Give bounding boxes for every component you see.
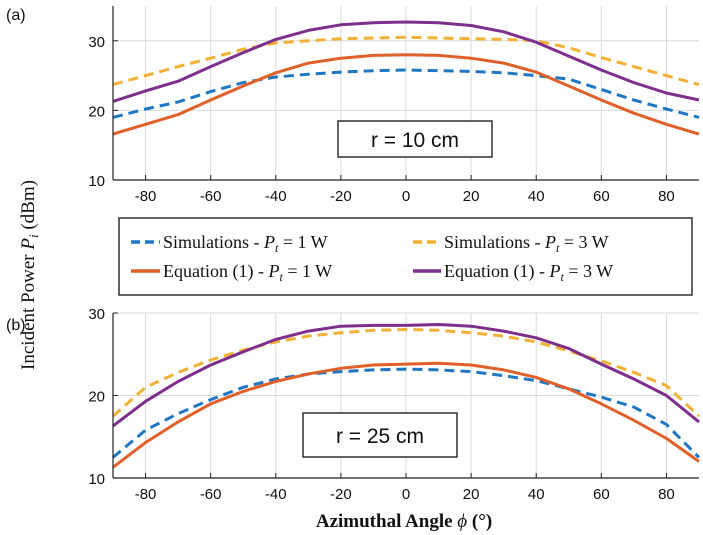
- x-axis-label-unit: (°): [467, 511, 492, 532]
- y-tick-label: 20: [88, 389, 105, 406]
- series-line-2: [112, 35, 700, 87]
- legend: Simulations - Pt = 1 W Simulations - Pt …: [118, 217, 693, 296]
- panel-label: (b): [6, 317, 26, 334]
- chart-panel-2: -80 -60 -40 -20 0 20 40 60 80 10 20 30 r = 25 cm (b): [6, 306, 701, 503]
- legend-item-sim-1w: Simulations - Pt = 1 W: [131, 232, 328, 255]
- series-line-2: [112, 328, 701, 418]
- x-tick-label: 40: [528, 486, 545, 503]
- x-tick-label: 80: [658, 486, 675, 503]
- y-axis-label-main: Incident Power: [18, 250, 39, 370]
- series-line-4: [112, 20, 700, 103]
- x-tick-label: 60: [593, 188, 610, 205]
- x-axis-label-var: ϕ: [457, 511, 467, 532]
- y-tick-label: 10: [88, 173, 105, 190]
- x-tick-label: -20: [330, 188, 352, 205]
- annotation-text: r = 25 cm: [336, 425, 424, 448]
- x-tick-label: -60: [200, 188, 222, 205]
- y-axis-label-sub: i: [26, 234, 41, 238]
- chart-panel-1: -80 -60 -40 -20 0 20 40 60 80 10 20 30 r = 10 cm (a): [6, 6, 700, 205]
- series-line-3: [112, 53, 700, 136]
- legend-label: Equation (1) - Pt = 3 W: [444, 261, 613, 284]
- x-tick-label: 0: [402, 188, 410, 205]
- legend-item-sim-3w: Simulations - Pt = 3 W: [413, 232, 609, 255]
- y-tick-label: 30: [88, 306, 105, 323]
- x-tick-label: -20: [330, 486, 352, 503]
- series-line-4: [112, 323, 700, 428]
- y-tick-label: 20: [88, 103, 105, 120]
- y-axis-label-unit: (dBm): [18, 180, 39, 234]
- legend-box: [118, 217, 693, 296]
- legend-label: Equation (1) - Pt = 1 W: [163, 261, 332, 284]
- x-tick-label: -80: [135, 188, 157, 205]
- panel-label: (a): [6, 7, 26, 24]
- x-tick-label: -40: [265, 188, 287, 205]
- x-tick-label: 60: [593, 486, 610, 503]
- x-tick-label: 40: [528, 188, 545, 205]
- legend-label: Simulations - Pt = 1 W: [163, 232, 328, 255]
- legend-item-eq-1w: Equation (1) - Pt = 1 W: [131, 261, 332, 284]
- series-line-1: [112, 68, 700, 119]
- annotation-box: [302, 412, 458, 458]
- y-axis-label: Incident Power Pi (dBm): [18, 180, 41, 370]
- x-axis-label: Azimuthal Angle ϕ (°): [316, 511, 492, 532]
- legend-item-eq-3w: Equation (1) - Pt = 3 W: [413, 261, 613, 284]
- y-axis-label-var: P: [18, 238, 39, 251]
- x-tick-label: 20: [463, 188, 480, 205]
- annotation-box: [337, 120, 493, 158]
- x-tick-label: 80: [658, 188, 675, 205]
- y-tick-label: 30: [88, 34, 105, 51]
- x-tick-label: -60: [200, 486, 222, 503]
- y-tick-label: 10: [88, 471, 105, 488]
- annotation-text: r = 10 cm: [371, 129, 459, 152]
- x-tick-label: -40: [265, 486, 287, 503]
- x-axis-label-main: Azimuthal Angle: [316, 511, 457, 532]
- series-line-3: [112, 361, 700, 469]
- x-tick-label: 0: [402, 486, 410, 503]
- x-tick-label: 20: [463, 486, 480, 503]
- series-line-1: [112, 367, 701, 459]
- legend-label: Simulations - Pt = 3 W: [444, 232, 609, 255]
- x-tick-label: -80: [135, 486, 157, 503]
